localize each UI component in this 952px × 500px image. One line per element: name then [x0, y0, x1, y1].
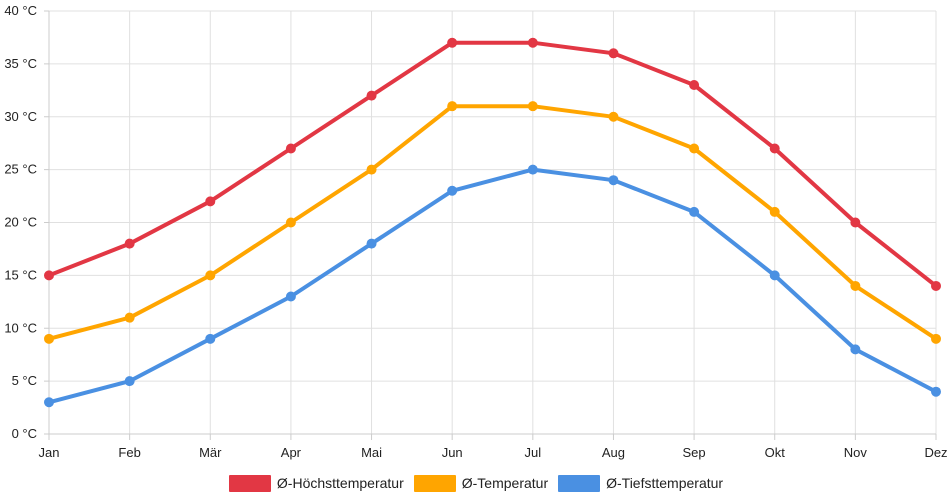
data-point[interactable] [366, 164, 377, 175]
data-point[interactable] [850, 217, 861, 228]
x-tick-label: Nov [844, 445, 868, 460]
data-point[interactable] [689, 143, 700, 154]
legend-item-hoechst[interactable]: Ø-Höchsttemperatur [228, 474, 404, 492]
series-2 [44, 164, 941, 408]
y-tick-label: 35 °C [4, 56, 37, 71]
data-point[interactable] [205, 270, 216, 281]
data-point[interactable] [527, 101, 538, 112]
y-tick-label: 20 °C [4, 215, 37, 230]
data-point[interactable] [931, 280, 941, 291]
legend-label-hoechst: Ø-Höchsttemperatur [276, 475, 404, 491]
data-point[interactable] [608, 111, 619, 122]
x-tick-label: Feb [118, 445, 140, 460]
data-point[interactable] [124, 238, 135, 249]
y-tick-label: 0 °C [12, 426, 37, 441]
series-0 [44, 37, 941, 291]
x-tick-label: Mär [199, 445, 222, 460]
legend-label-tief: Ø-Tiefsttemperatur [606, 475, 724, 491]
axis-labels: 0 °C 5 °C 10 °C 15 °C 20 °C 25 °C 30 °C 35 °C 40… [4, 3, 947, 460]
legend-swatch-mittel [413, 474, 456, 492]
data-point[interactable] [285, 217, 296, 228]
data-point[interactable] [44, 333, 54, 344]
series-1 [44, 101, 941, 344]
data-point[interactable] [689, 206, 700, 217]
legend: Ø-Höchsttemperatur Ø-Temperatur Ø-Tiefst… [0, 471, 952, 495]
series-lines [44, 37, 941, 408]
y-tick-label: 30 °C [4, 109, 37, 124]
data-point[interactable] [447, 37, 458, 48]
data-point[interactable] [769, 143, 780, 154]
x-tick-label: Jun [442, 445, 463, 460]
data-point[interactable] [124, 376, 135, 387]
data-point[interactable] [931, 386, 941, 397]
data-point[interactable] [124, 312, 135, 323]
data-point[interactable] [769, 206, 780, 217]
grid-lines [44, 10, 937, 440]
data-point[interactable] [205, 196, 216, 207]
x-tick-label: Jul [525, 445, 542, 460]
data-point[interactable] [447, 185, 458, 196]
data-point[interactable] [366, 90, 377, 101]
data-point[interactable] [608, 48, 619, 59]
series-line [47, 104, 938, 341]
data-point[interactable] [285, 143, 296, 154]
legend-item-tief[interactable]: Ø-Tiefsttemperatur [558, 474, 724, 492]
series-line [47, 40, 938, 288]
data-point[interactable] [44, 270, 54, 281]
data-point[interactable] [285, 291, 296, 302]
data-point[interactable] [447, 101, 458, 112]
x-tick-label: Okt [765, 445, 786, 460]
data-point[interactable] [366, 238, 377, 249]
data-point[interactable] [527, 37, 538, 48]
data-point[interactable] [527, 164, 538, 175]
legend-item-mittel[interactable]: Ø-Temperatur [413, 474, 549, 492]
series-line [47, 167, 938, 405]
legend-label-mittel: Ø-Temperatur [461, 475, 549, 491]
x-tick-label: Dez [924, 445, 947, 460]
y-tick-label: 10 °C [4, 320, 37, 335]
y-tick-label: 15 °C [4, 267, 37, 282]
y-tick-label: 25 °C [4, 162, 37, 177]
x-tick-label: Jan [39, 445, 60, 460]
data-point[interactable] [850, 344, 861, 355]
data-point[interactable] [44, 397, 54, 408]
y-tick-label: 5 °C [12, 373, 37, 388]
data-point[interactable] [205, 333, 216, 344]
x-tick-label: Apr [281, 445, 302, 460]
data-point[interactable] [850, 280, 861, 291]
legend-swatch-hoechst [228, 474, 271, 492]
chart-plot: 0 °C 5 °C 10 °C 15 °C 20 °C 25 °C 30 °C 35 °C 40… [4, 3, 947, 460]
data-point[interactable] [608, 175, 619, 186]
x-tick-label: Aug [602, 445, 625, 460]
x-tick-label: Mai [361, 445, 382, 460]
y-tick-label: 40 °C [4, 3, 37, 18]
legend-swatch-tief [558, 474, 601, 492]
x-tick-label: Sep [683, 445, 706, 460]
data-point[interactable] [769, 270, 780, 281]
data-point[interactable] [931, 333, 941, 344]
data-point[interactable] [689, 80, 700, 91]
